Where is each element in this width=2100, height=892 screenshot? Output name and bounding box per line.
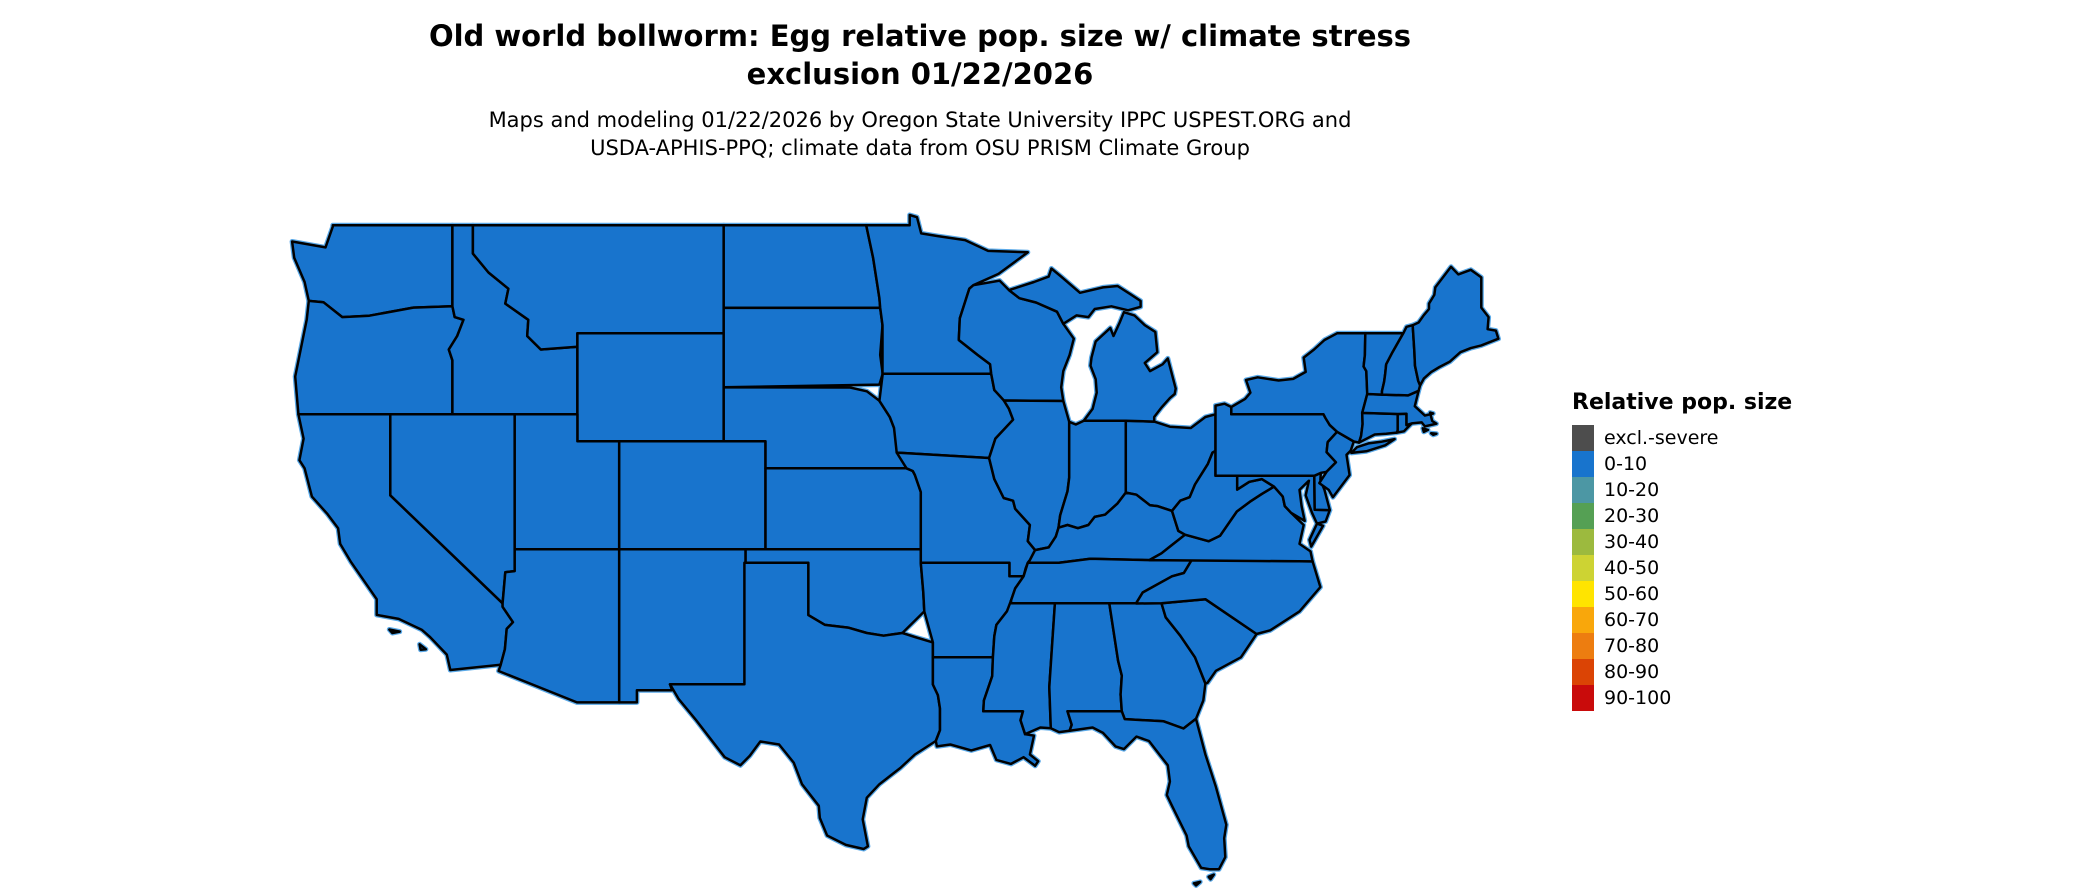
state-co [617,440,767,551]
state-me [1411,265,1500,387]
state-wi [957,279,1076,403]
legend-swatch-20-30 [1572,503,1594,529]
legend-swatch-70-80 [1572,633,1594,659]
legend-swatch-40-50 [1572,555,1594,581]
state-or [293,299,465,416]
legend-label-excl.-severe: excl.-severe [1604,427,1719,449]
legend-label-70-80: 70-80 [1604,635,1660,657]
legend-title: Relative pop. size [1572,390,1793,415]
legend-swatch-10-20 [1572,477,1594,503]
state-va [1308,522,1325,548]
legend-swatch-30-40 [1572,529,1594,555]
figure-title: Old world bollworm: Egg relative pop. si… [0,18,1840,93]
state-nd [722,224,882,310]
state-nj [1318,430,1356,499]
title-line-2: exclusion 01/22/2026 [746,56,1094,91]
legend-entry-60-70: 60-70 [1572,607,1792,633]
state-ma-islands [1429,431,1438,437]
state-ny [1350,437,1396,455]
state-fl [1066,710,1228,871]
legend-entry-80-90: 80-90 [1572,659,1792,685]
legend-label-90-100: 90-100 [1604,687,1672,709]
legend-entry-40-50: 40-50 [1572,555,1792,581]
legend-swatch-excl.-severe [1572,425,1594,451]
state-wy [576,332,725,443]
legend-entry-90-100: 90-100 [1572,685,1792,711]
legend-entry-10-20: 10-20 [1572,477,1792,503]
legend-swatch-90-100 [1572,685,1594,711]
legend-label-60-70: 60-70 [1604,609,1660,631]
state-nc [1134,558,1322,636]
legend-label-0-10: 0-10 [1604,453,1648,475]
subtitle-line-1: Maps and modeling 01/22/2026 by Oregon S… [488,108,1352,133]
state-sd [722,306,884,389]
legend-label-50-60: 50-60 [1604,583,1660,605]
state-fl-keys [1192,880,1202,887]
legend-swatch-60-70 [1572,607,1594,633]
legend-entry-50-60: 50-60 [1572,581,1792,607]
figure-header: Old world bollworm: Egg relative pop. si… [0,18,1840,162]
state-md [1235,474,1332,525]
legend-entry-30-40: 30-40 [1572,529,1792,555]
figure-subtitle: Maps and modeling 01/22/2026 by Oregon S… [0,107,1840,162]
state-mi [1082,310,1177,423]
legend-swatch-0-10 [1572,451,1594,477]
legend-entry-excl.-severe: excl.-severe [1572,425,1792,451]
legend-entry-0-10: 0-10 [1572,451,1792,477]
state-nm [617,548,747,704]
legend-swatch-50-60 [1572,581,1594,607]
state-ca-islands [388,628,401,635]
state-fl-keys [1207,873,1216,881]
subtitle-line-2: USDA-APHIS-PPQ; climate data from OSU PR… [590,135,1250,160]
map-legend: Relative pop. size excl.-severe 0-10 10-20… [1572,390,1792,711]
state-ca-islands [418,643,428,651]
state-tx [668,561,942,851]
legend-entry-70-80: 70-80 [1572,633,1792,659]
legend-entries: excl.-severe 0-10 10-20 20-30 30-40 40-50 50-6… [1572,425,1792,711]
title-line-1: Old world bollworm: Egg relative pop. si… [428,19,1412,53]
legend-label-30-40: 30-40 [1604,531,1660,553]
state-az [497,548,621,704]
legend-label-80-90: 80-90 [1604,661,1660,683]
legend-label-20-30: 20-30 [1604,505,1660,527]
legend-entry-20-30: 20-30 [1572,503,1792,529]
legend-label-10-20: 10-20 [1604,479,1660,501]
legend-label-40-50: 40-50 [1604,557,1660,579]
state-ks [764,467,923,551]
state-mi [1007,267,1142,326]
state-ma-islands [1421,427,1430,434]
legend-swatch-80-90 [1572,659,1594,685]
